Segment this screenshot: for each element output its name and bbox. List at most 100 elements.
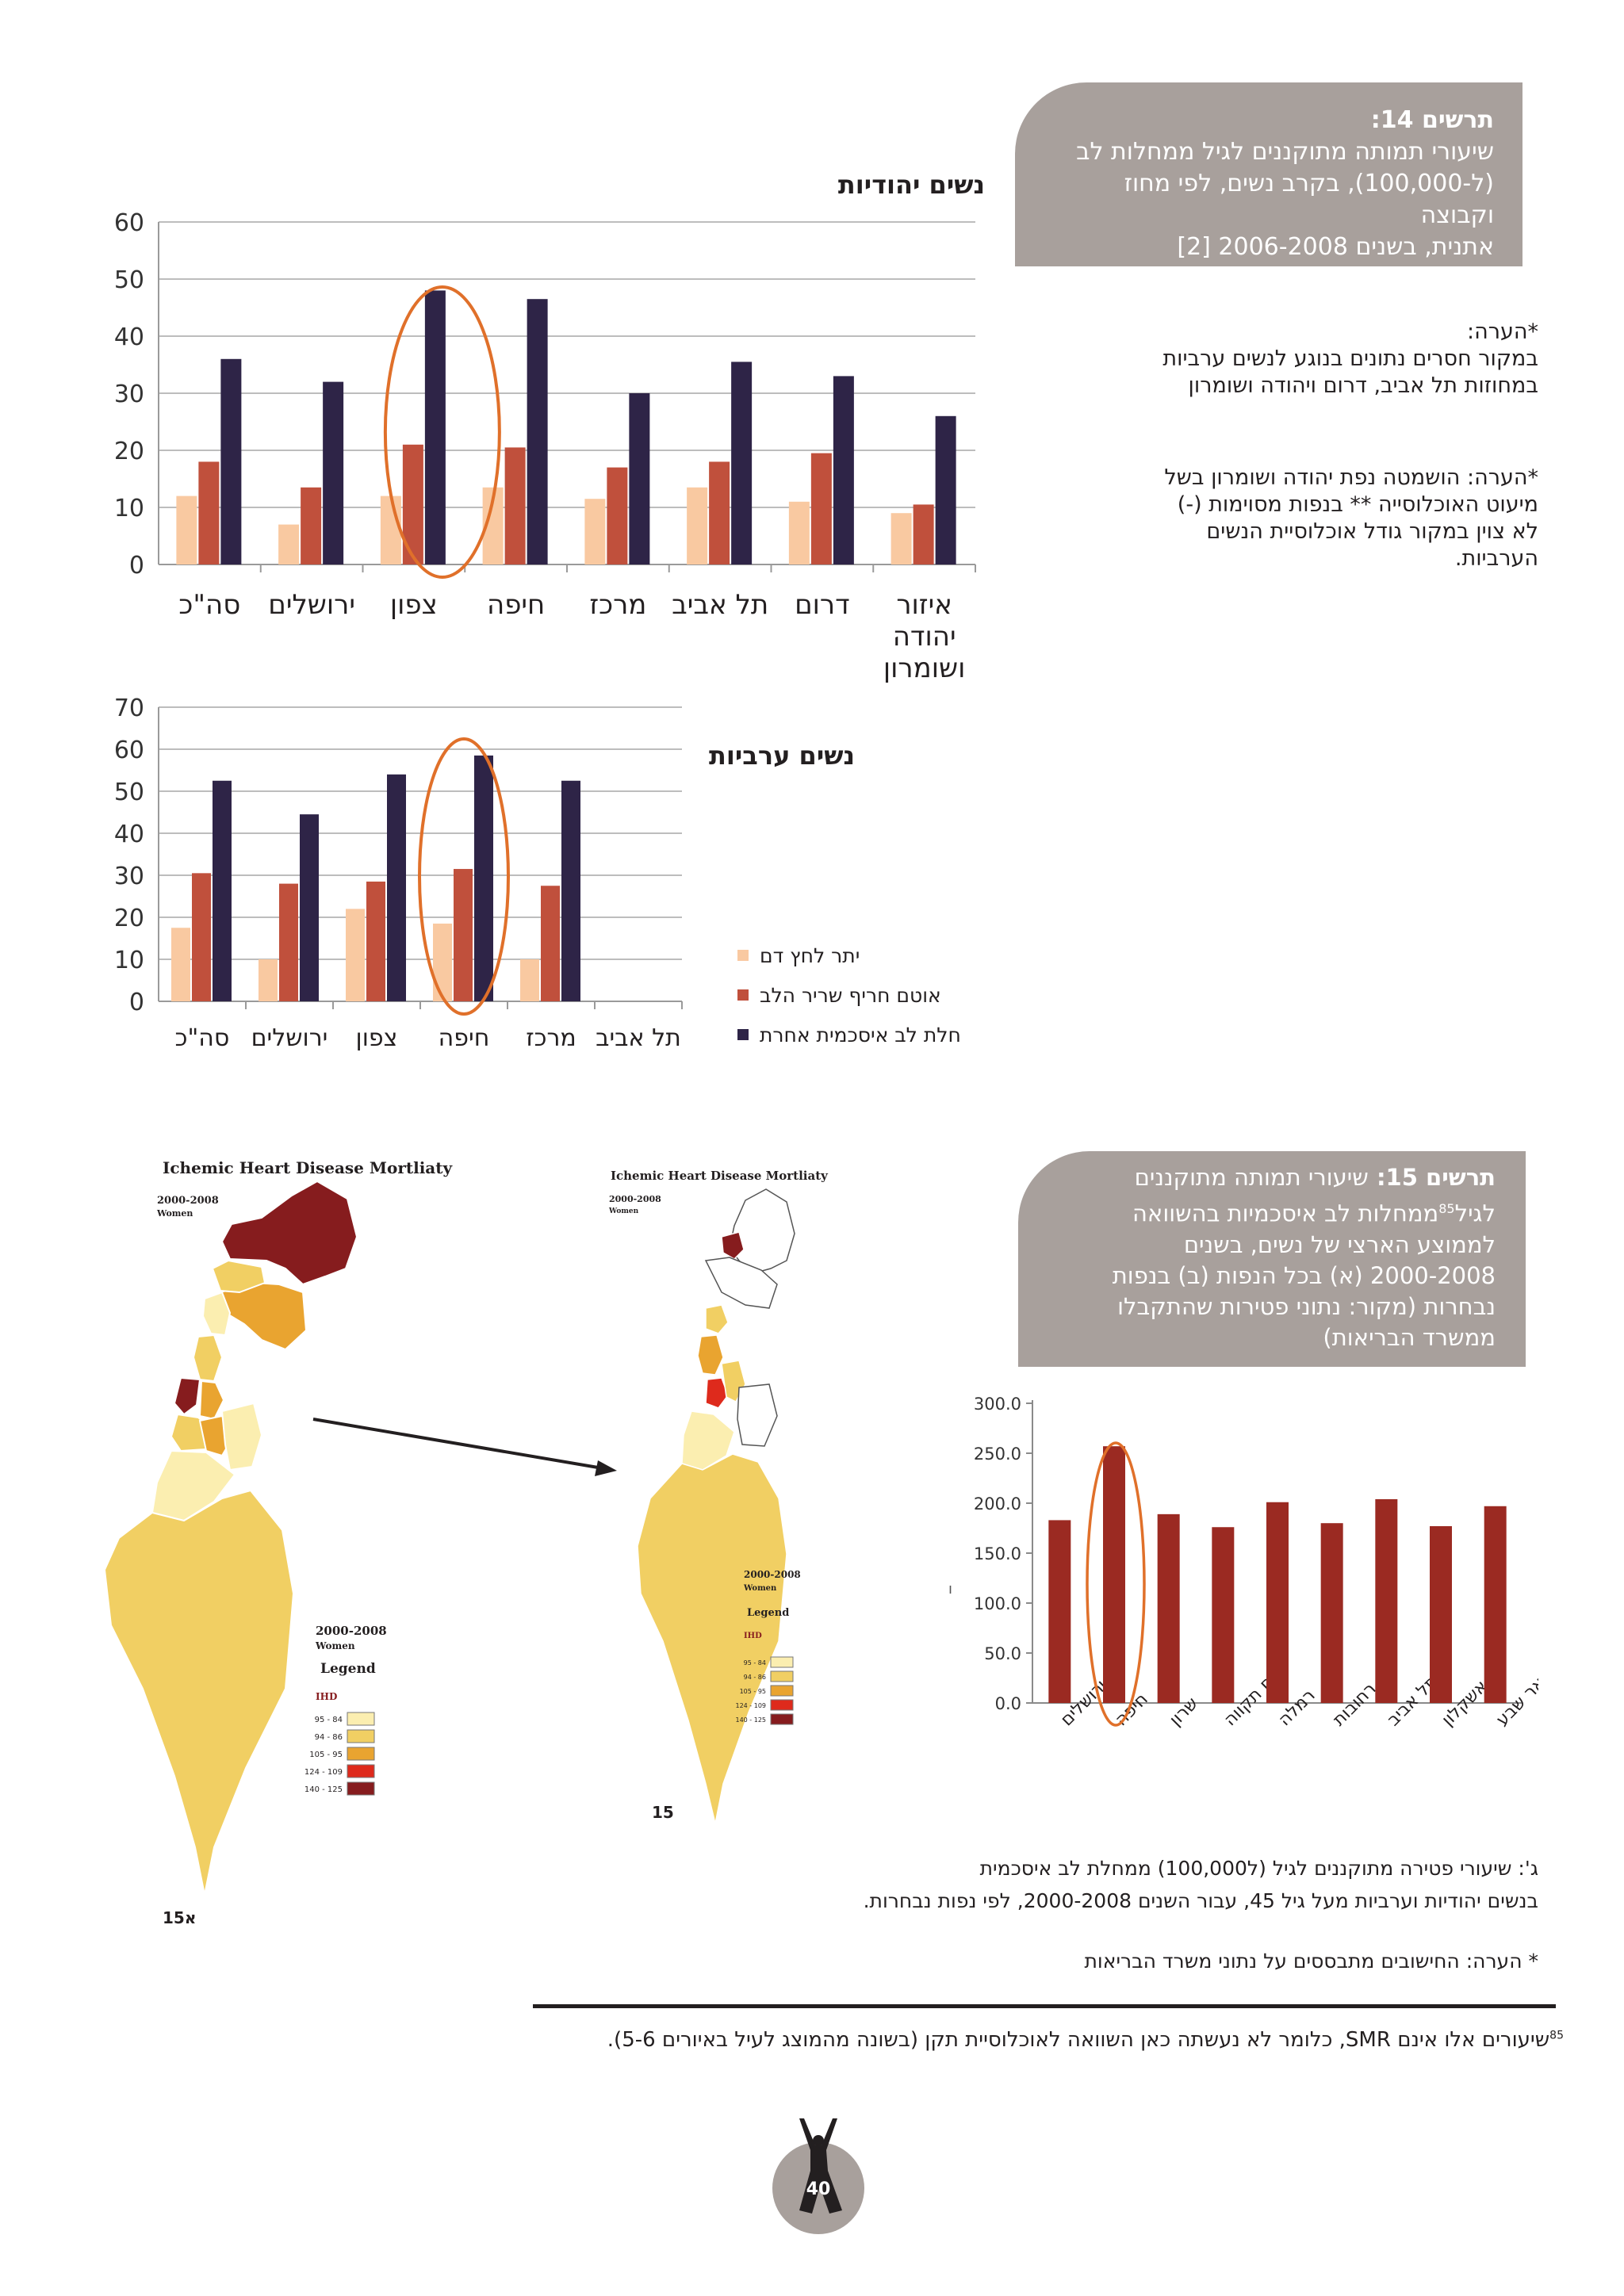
bar xyxy=(323,381,344,564)
y-tick-label: 40 xyxy=(114,323,144,351)
map-b-title: Ichemic Heart Disease Mortliaty xyxy=(611,1169,829,1183)
bar xyxy=(607,467,628,564)
bar xyxy=(213,780,232,1001)
map-legend-title: Legend xyxy=(320,1661,376,1677)
footnote-ref: 85 xyxy=(1438,1201,1455,1216)
bar xyxy=(366,881,385,1001)
bar xyxy=(192,873,211,1001)
y-tick-label: 0.0 xyxy=(995,1694,1021,1713)
bar xyxy=(520,959,539,1001)
bar xyxy=(259,959,278,1001)
figure14-note2: *הערה: הושמטה נפת יהודה ושומרון בשל מיעוט… xyxy=(1047,465,1538,572)
chart-jewish-women: 0 10 20 30 40 50 60 סה"כ ירושלים צפון חיפה מרכז תל א… xyxy=(114,209,976,684)
map-legend-swatch xyxy=(770,1656,794,1668)
figure15-caption-line: 2000-2008 (א) בכל הנפות (ב) בנפות xyxy=(1112,1261,1496,1289)
bar xyxy=(1212,1527,1235,1703)
highlight-ellipse xyxy=(383,285,501,579)
figure15-note-g: ג': שיעורי פטירה מתוקננים לגיל (ל100,000… xyxy=(666,1852,1538,1917)
map-legend-label: 94 - 86 xyxy=(744,1674,766,1681)
y-tick-label: 40 xyxy=(114,821,144,848)
map-a-legend: 2000-2008 Women Legend IHD 95 - 84 94 - 86 105… xyxy=(304,1624,387,1796)
map-region xyxy=(681,1410,735,1471)
y-tick-label: 50.0 xyxy=(984,1644,1021,1663)
legend-label: יתר לחץ דם xyxy=(760,943,860,967)
figure14-note1: *הערה: במקור חסרים נתונים בנוגע לנשים ערב… xyxy=(1047,319,1538,400)
map-legend-years: 2000-2008 xyxy=(316,1624,387,1638)
figure14-title: תרשים 14: xyxy=(1370,106,1494,134)
map-region xyxy=(201,1291,232,1337)
x-category-label: סה"כ xyxy=(178,589,240,621)
y-tick-label: 10 xyxy=(114,947,144,974)
bar xyxy=(687,487,708,564)
bar xyxy=(454,869,473,1001)
bar xyxy=(1157,1513,1180,1703)
figure14-caption-box: תרשים 14: שיעורי תמותה מתוקננים לגיל ממח… xyxy=(1015,82,1522,266)
map-region xyxy=(697,1334,724,1376)
bar xyxy=(1266,1502,1289,1703)
map-legend-swatch xyxy=(347,1747,375,1761)
map-legend-label: 140 - 125 xyxy=(304,1785,343,1794)
x-category-label: תל אביב xyxy=(596,1024,681,1052)
map-region xyxy=(220,1180,358,1286)
bar xyxy=(220,358,242,564)
bar xyxy=(380,496,401,564)
figure15-note-g-line: ג': שיעורי פטירה מתוקננים לגיל (ל100,000… xyxy=(979,1857,1538,1880)
x-category-label: צפון xyxy=(356,1024,398,1052)
y-tick-label: 250.0 xyxy=(974,1445,1021,1464)
bar xyxy=(935,415,956,564)
figure14-caption-line: שיעורי תמותה מתוקננים לגיל ממחלות לב xyxy=(1076,138,1494,166)
map-legend-label: 124 - 109 xyxy=(304,1768,343,1777)
map-region xyxy=(173,1376,201,1416)
map-legend-swatch xyxy=(770,1670,794,1682)
figure14-note2-line: לא צוין במקור גודל אוכלוסיית הנשים xyxy=(1206,519,1538,544)
x-category-label: חיפה xyxy=(487,589,545,621)
map-legend-swatch xyxy=(347,1729,375,1743)
bar xyxy=(474,755,493,1001)
legend-item: יתר לחץ דם xyxy=(737,936,991,975)
x-category-label: מרכז xyxy=(526,1024,576,1052)
y-tick-label: 20 xyxy=(114,438,144,465)
x-category-label: מרכז xyxy=(589,589,646,621)
map-a-years: 2000-2008 xyxy=(157,1195,219,1207)
chart-legend: יתר לחץ דם אוטם חריף שריר הלב חלת לב איסכמ… xyxy=(737,936,991,1054)
page-number: 40 xyxy=(806,2179,831,2199)
page-number-badge: 40 xyxy=(772,2118,864,2234)
bar xyxy=(891,513,912,564)
figure14-note2-line: *הערה: הושמטה נפת יהודה ושומרון בשל xyxy=(1164,465,1538,490)
legend-label: אוטם חריף שריר הלב xyxy=(760,983,941,1007)
figure15-caption-line: תרשים 15: שיעורי תמותה מתוקננים xyxy=(1134,1164,1496,1191)
footnote-divider xyxy=(533,2004,1556,2008)
map-region xyxy=(198,1380,225,1421)
x-category-label: איזור xyxy=(896,589,952,621)
bar xyxy=(198,461,220,564)
y-tick-label: 200.0 xyxy=(974,1494,1021,1513)
bar xyxy=(731,362,753,564)
map-a-title: Ichemic Heart Disease Mortliaty xyxy=(163,1158,453,1177)
y-tick-label: 300.0 xyxy=(974,1395,1021,1414)
bar xyxy=(424,290,446,564)
map-region xyxy=(103,1489,295,1896)
map-legend-title: Legend xyxy=(747,1607,789,1619)
bar xyxy=(1320,1523,1343,1703)
legend-swatch xyxy=(737,1029,749,1040)
map-region xyxy=(219,1281,308,1351)
bar xyxy=(527,299,548,564)
y-tick-label: 0 xyxy=(129,989,144,1016)
highlight-ellipse xyxy=(418,737,510,1016)
legend-swatch xyxy=(737,989,749,1001)
y-tick-label: 30 xyxy=(114,863,144,890)
map-region xyxy=(737,1383,778,1447)
figure15-caption-line: לממוצע הארצי של נשים, בשנים xyxy=(1183,1230,1496,1258)
figure15-caption-line: לגיל85ממחלות לב איסכמיות בהשוואה xyxy=(1132,1200,1496,1227)
figure15-caption-text: תרשים 15: שיעורי תמותה מתוקננים לגיל85ממח… xyxy=(1042,1162,1496,1353)
map-region xyxy=(729,1188,795,1274)
footnote: 85שיעורים אלו אינם SMR, כלומר לא נעשתה כ… xyxy=(454,2028,1564,2052)
legend-swatch xyxy=(737,950,749,961)
bar xyxy=(709,461,730,564)
map-b-years: 2000-2008 xyxy=(609,1194,661,1204)
map-region xyxy=(705,1304,729,1334)
y-tick-label: 10 xyxy=(114,495,144,522)
y-tick-label: 50 xyxy=(114,779,144,806)
map-legend-years: 2000-2008 xyxy=(744,1569,801,1580)
map-b-legend: 2000-2008 Women Legend IHD 95 - 84 94 - 86 105… xyxy=(735,1569,801,1725)
